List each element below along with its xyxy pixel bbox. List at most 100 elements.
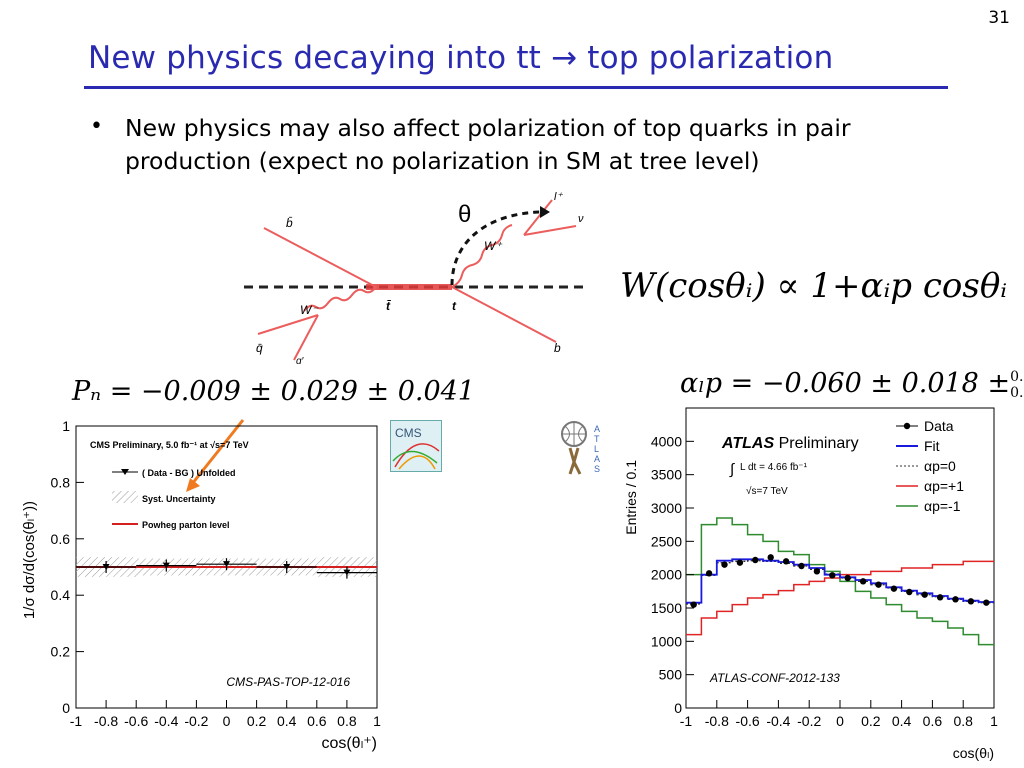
l-plus-line [523,199,553,236]
w-plus-boson [451,224,513,288]
atlas-vertical-letters: A T L A S [594,424,600,474]
atlas-x-tick-label: 0.6 [923,713,943,729]
cms-x-axis-label: cos(θₗ⁺) [321,735,377,752]
label-t-bar: t̄ [386,299,391,313]
w-minus-boson [303,286,377,312]
atlas-data-point [952,596,959,603]
atlas-x-tick-label: -0.4 [766,713,790,729]
atlas-x-tick-label: -1 [680,713,693,729]
atlas-integral-sign: ∫ [729,461,736,478]
atlas-y-tick-label: 2500 [651,533,682,549]
label-nu: ν [578,213,584,225]
atlas-y-axis-label: Entries / 0.1 [623,460,639,535]
atlas-legend-data-marker [903,422,911,430]
cms-legend-syst-swatch [112,491,138,503]
polarization-formula: W(cosθᵢ) ∝ 1+αᵢp cosθᵢ [620,266,1008,306]
atlas-x-tick-label: 0.2 [861,713,881,729]
slide-number: 31 [988,8,1010,28]
atlas-x-tick-label: 0 [836,713,844,729]
q-prime-line [293,314,319,361]
atlas-data-point [967,598,975,605]
atlas-title-status: Preliminary [774,435,858,452]
cms-y-tick-label: 0.2 [51,644,71,660]
atlas-legend-label: Data [924,418,954,434]
cms-x-tick-label: 0.4 [277,713,297,729]
polarization-diagram: θ b̄ l⁺ ν W⁺ W⁻ t̄ t q̄ b q′ [244,192,586,364]
cms-x-tick-label: 0.6 [307,713,327,729]
cms-y-tick-label: 0.8 [51,474,71,490]
theta-angle-arc [450,210,541,286]
atlas-series-alpha-plus1 [686,560,994,636]
atlas-data-point [813,568,821,575]
atlas-plot-frame [685,407,995,709]
cms-chart: -1 -0.8 -0.6 -0.4 -0.2 0 0.2 0.4 0.6 0.8 1 0 0.2 0.4 0… [21,418,381,752]
atlas-y-tick-label: 500 [659,667,683,683]
b-bar-line [263,227,377,288]
atlas-x-axis-label: cos(θₗ) [953,745,994,761]
cms-x-tick-label: 0 [223,713,231,729]
atlas-legend-label: αp=-1 [924,498,961,514]
atlas-data-point [890,585,898,592]
svg-text:A: A [594,424,600,434]
cms-logo-graphic: CMS [392,426,440,470]
theta-arrowhead [540,206,550,218]
atlas-logo: A T L A S [558,418,604,476]
title-underline [84,86,948,89]
atlas-chart: -1 -0.8 -0.6 -0.4 -0.2 0 0.2 0.4 0.6 0.8 1 0 500 1000… [623,407,998,761]
cms-data-point [343,569,351,576]
label-t: t [452,299,457,313]
atlas-reference-label: ATLAS-CONF-2012-133 [709,671,840,685]
atlas-y-tick-label: 2000 [651,567,682,583]
atlas-data-point [875,581,882,588]
nu-line [523,225,577,236]
cms-x-tick-label: -0.6 [124,713,148,729]
cms-x-tick-label: -1 [70,713,83,729]
atlas-polarization-result: αₗp = −0.060 ± 0.018 ±0.0640.046 [680,368,1024,401]
atlas-y-tick-label: 0 [674,700,682,716]
cms-y-tick-label: 0 [62,700,70,716]
label-b: b [554,341,561,355]
cms-legend-data-marker [121,469,129,475]
cms-logo-text: CMS [395,426,422,440]
svg-text:T: T [594,434,600,444]
atlas-data-point [859,578,867,585]
atlas-x-tick-label: 0.4 [892,713,912,729]
cms-y-axis-label: 1/σ dσ/d(cos(θₗ⁺)) [21,501,38,619]
atlas-result-upper: 0.064 [1010,368,1024,385]
cms-x-tick-label: 1 [373,713,381,729]
label-w-plus: W⁺ [484,239,503,253]
atlas-legend-label: αp=0 [924,458,956,474]
atlas-data-point [721,561,728,568]
label-w-minus: W⁻ [300,303,319,317]
atlas-legend-label: Fit [924,438,940,454]
cms-legend-label: Syst. Uncertainty [142,494,216,504]
atlas-y-tick-label: 1500 [651,600,682,616]
atlas-y-tick-label: 1000 [651,633,682,649]
atlas-series-alpha-minus1 [686,517,994,646]
atlas-result-lower: 0.046 [1010,384,1024,401]
cms-data-point [162,562,170,569]
cms-x-tick-label: 0.8 [337,713,357,729]
atlas-data-point [690,601,697,608]
atlas-data-point [782,558,790,565]
atlas-x-tick-label: 1 [990,713,998,729]
cms-data-point [223,561,230,568]
cms-chart-title: CMS Preliminary, 5.0 fb⁻¹ at √s=7 TeV [90,440,249,450]
atlas-x-tick-label: 0.8 [953,713,973,729]
atlas-data-point [767,554,774,561]
atlas-data-point [752,556,759,564]
atlas-x-tick-label: -0.2 [797,713,821,729]
atlas-y-tick-label: 3500 [651,467,682,483]
cms-x-tick-label: -0.4 [154,713,178,729]
atlas-legend-label: αp=+1 [924,478,964,494]
atlas-data-point [936,594,944,601]
label-q-bar: q̄ [256,341,263,355]
cms-x-tick-label: -0.8 [94,713,118,729]
atlas-data-point [829,572,836,579]
cms-x-tick-label: 0.2 [247,713,267,729]
bullet-text: New physics may also affect polarization… [125,114,851,175]
cms-legend-label: ( Data - BG ) Unfolded [142,468,236,478]
cms-legend-label: Powheg parton level [142,520,230,530]
atlas-title-experiment: ATLAS [721,435,774,452]
atlas-y-tick-label: 3000 [651,500,682,516]
